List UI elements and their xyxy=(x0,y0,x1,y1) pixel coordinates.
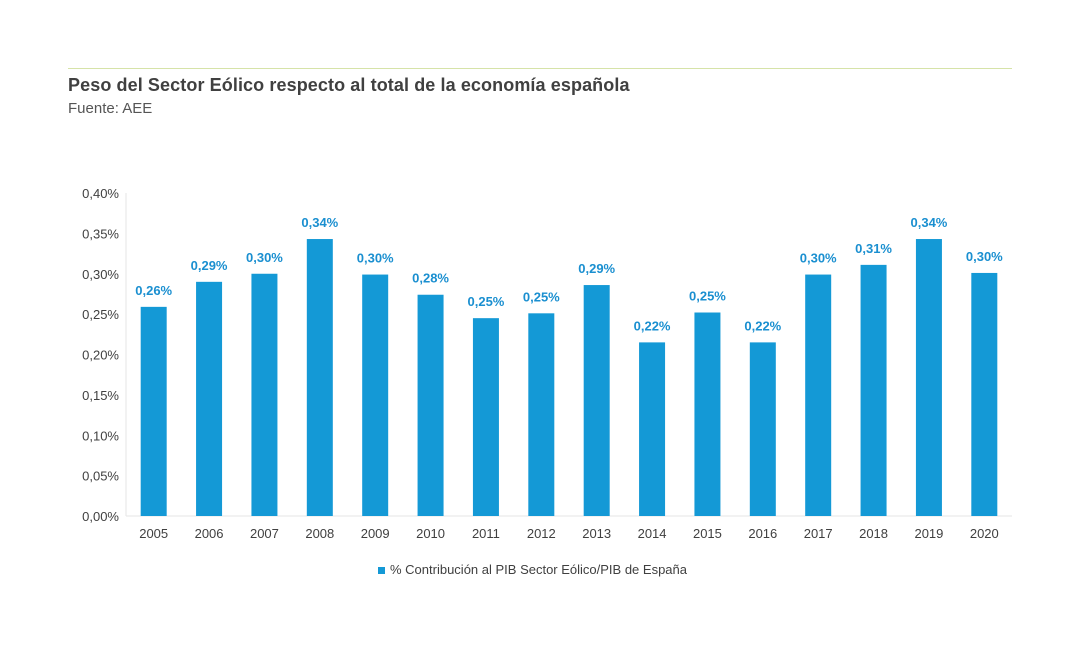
y-axis: 0,00% 0,05% 0,10% 0,15% 0,20% 0,25% 0,30% 0,35%… xyxy=(82,186,127,524)
bar-2009 xyxy=(362,274,389,516)
data-label-2012: 0,25% xyxy=(523,289,560,304)
x-tick-label: 2015 xyxy=(693,526,722,541)
x-tick-label: 2010 xyxy=(416,526,445,541)
x-tick-label: 2020 xyxy=(970,526,999,541)
data-label-2011: 0,25% xyxy=(468,294,505,309)
bar-2020 xyxy=(971,272,998,516)
bar-2005 xyxy=(140,306,167,516)
data-label-2013: 0,29% xyxy=(578,261,615,276)
chart-title: Peso del Sector Eólico respecto al total… xyxy=(68,75,630,95)
data-label-2010: 0,28% xyxy=(412,271,449,286)
data-label-2014: 0,22% xyxy=(634,318,671,333)
x-tick-label: 2013 xyxy=(582,526,611,541)
y-tick-label: 0,35% xyxy=(82,226,119,241)
legend: % Contribución al PIB Sector Eólico/PIB … xyxy=(378,562,688,577)
bar-2014 xyxy=(639,342,666,516)
bar-2016 xyxy=(749,342,776,516)
bar-2008 xyxy=(306,239,333,516)
y-tick-label: 0,10% xyxy=(82,428,119,443)
data-label-2008: 0,34% xyxy=(301,215,338,230)
bar-2017 xyxy=(805,274,832,516)
data-label-2007: 0,30% xyxy=(246,250,283,265)
bar-2012 xyxy=(528,313,555,516)
data-label-2020: 0,30% xyxy=(966,249,1003,264)
legend-swatch xyxy=(378,567,385,574)
x-tick-label: 2017 xyxy=(804,526,833,541)
x-tick-label: 2016 xyxy=(748,526,777,541)
x-tick-label: 2011 xyxy=(472,526,500,541)
data-label-2006: 0,29% xyxy=(191,258,228,273)
x-tick-label: 2005 xyxy=(139,526,168,541)
bar-2011 xyxy=(472,318,499,516)
x-tick-label: 2006 xyxy=(195,526,224,541)
data-label-2009: 0,30% xyxy=(357,251,394,266)
x-tick-label: 2008 xyxy=(305,526,334,541)
bar-2013 xyxy=(583,285,610,516)
x-tick-label: 2018 xyxy=(859,526,888,541)
data-label-2016: 0,22% xyxy=(744,318,781,333)
x-tick-label: 2009 xyxy=(361,526,390,541)
x-tick-label: 2019 xyxy=(914,526,943,541)
bar-2007 xyxy=(251,273,278,516)
x-tick-label: 2014 xyxy=(638,526,667,541)
bars xyxy=(140,239,998,516)
data-label-2019: 0,34% xyxy=(911,215,948,230)
bar-2015 xyxy=(694,312,721,516)
bar-2010 xyxy=(417,294,444,516)
data-label-2005: 0,26% xyxy=(135,283,172,298)
x-axis: 2005 2006 2007 2008 2009 2010 2011 2012 2013 2014… xyxy=(126,515,1012,541)
top-divider xyxy=(68,68,1012,69)
x-tick-label: 2012 xyxy=(527,526,556,541)
data-label-2017: 0,30% xyxy=(800,251,837,266)
y-tick-label: 0,25% xyxy=(82,307,119,322)
y-tick-label: 0,05% xyxy=(82,469,119,484)
bar-2019 xyxy=(915,239,942,516)
y-tick-label: 0,30% xyxy=(82,267,119,282)
data-labels: 0,26% 0,29% 0,30% 0,34% 0,30% 0,28% 0,25% 0,25%… xyxy=(135,215,1003,333)
data-label-2018: 0,31% xyxy=(855,241,892,256)
y-tick-label: 0,15% xyxy=(82,388,119,403)
y-tick-label: 0,40% xyxy=(82,186,119,201)
x-tick-label: 2007 xyxy=(250,526,279,541)
y-tick-label: 0,20% xyxy=(82,348,119,363)
chart-source: Fuente: AEE xyxy=(68,100,153,117)
bar-2006 xyxy=(196,281,223,516)
y-tick-label: 0,00% xyxy=(82,509,119,524)
legend-label: % Contribución al PIB Sector Eólico/PIB … xyxy=(390,562,688,577)
bar-2018 xyxy=(860,264,887,516)
data-label-2015: 0,25% xyxy=(689,289,726,304)
